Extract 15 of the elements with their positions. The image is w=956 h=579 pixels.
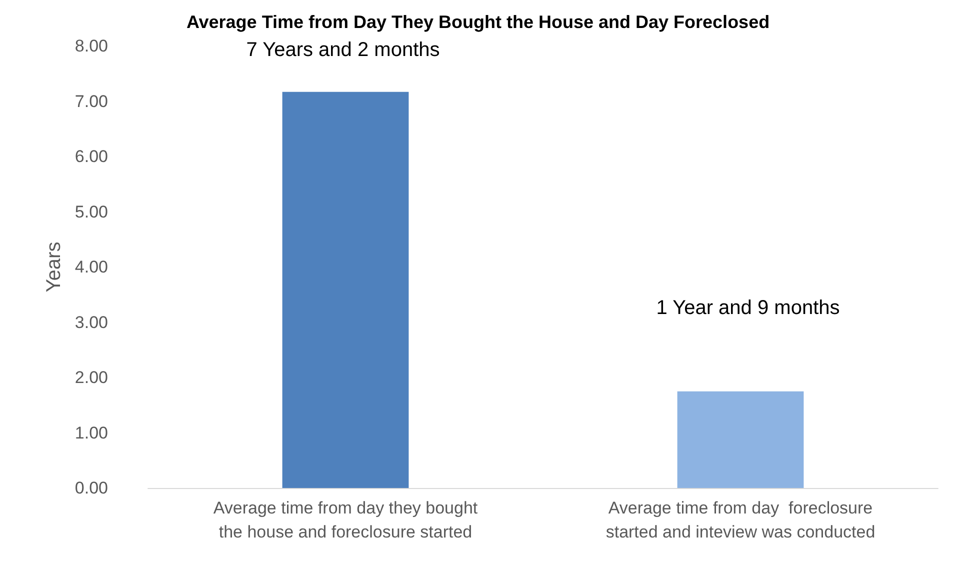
x-tick-label: Average time from day they bought the house and foreclosure started xyxy=(213,498,478,542)
y-tick-label: 8.00 xyxy=(74,36,108,56)
y-tick-label: 0.00 xyxy=(74,478,108,498)
y-tick-label: 7.00 xyxy=(74,92,108,111)
y-tick-label: 5.00 xyxy=(74,202,108,222)
y-tick-label: 2.00 xyxy=(74,368,108,387)
chart-title: Average Time from Day They Bought the House and Day Foreclosed xyxy=(186,12,770,32)
y-tick-label: 1.00 xyxy=(74,423,108,442)
x-tick-label: Average time from day foreclosure started and inteview was conducted xyxy=(606,498,876,542)
y-axis-title: Years xyxy=(43,242,66,292)
y-tick-label: 6.00 xyxy=(74,147,108,166)
annotation: 7 Years and 2 months xyxy=(246,39,440,61)
y-tick-label: 3.00 xyxy=(74,312,108,332)
y-tick-label: 4.00 xyxy=(74,258,108,276)
annotation: 1 Year and 9 months xyxy=(656,297,840,319)
